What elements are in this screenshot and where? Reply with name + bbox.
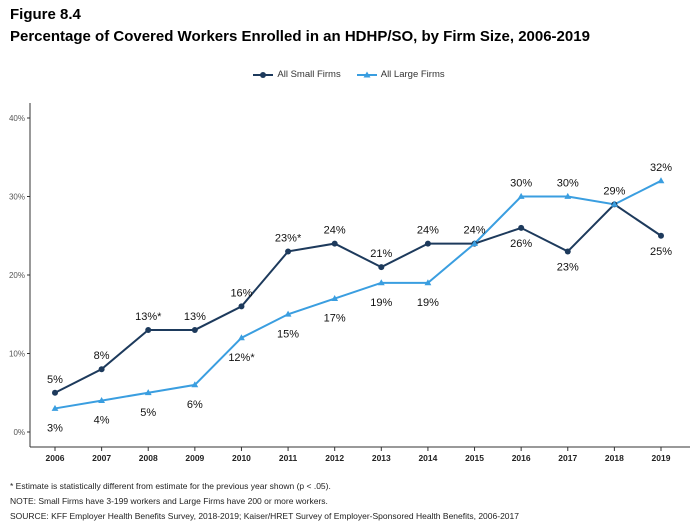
figure-label: Figure 8.4 xyxy=(10,6,81,23)
data-point-small-firms xyxy=(378,264,385,271)
data-label-large-firms: 19% xyxy=(370,297,392,309)
x-tick-label: 2013 xyxy=(372,453,391,463)
data-label-large-firms: 30% xyxy=(510,178,532,190)
data-point-large-firms xyxy=(144,389,152,396)
data-label-large-firms: 15% xyxy=(277,328,299,340)
data-label-small-firms: 8% xyxy=(94,350,110,362)
data-point-small-firms xyxy=(52,389,58,396)
data-point-large-firms xyxy=(284,310,292,317)
chart-legend: All Small Firms All Large Firms xyxy=(0,69,698,80)
data-point-large-firms xyxy=(471,240,478,246)
data-label-small-firms: 21% xyxy=(370,248,392,260)
x-tick-label: 2012 xyxy=(325,453,344,463)
x-tick-label: 2006 xyxy=(46,453,65,463)
chart-title: Percentage of Covered Workers Enrolled i… xyxy=(10,28,590,45)
legend-label-small-firms: All Small Firms xyxy=(277,69,341,80)
chart-notes: * Estimate is statistically different fr… xyxy=(10,479,519,524)
data-label-small-firms: 24% xyxy=(324,225,346,237)
x-tick-label: 2014 xyxy=(418,453,437,463)
data-label-large-firms: 17% xyxy=(324,313,346,325)
y-tick-label: 0% xyxy=(13,428,25,437)
data-point-small-firms xyxy=(98,366,105,373)
x-tick-label: 2011 xyxy=(279,453,298,463)
data-label-large-firms: 4% xyxy=(94,415,110,427)
y-tick-label: 30% xyxy=(9,193,25,202)
data-point-small-firms xyxy=(145,326,152,333)
x-tick-label: 2010 xyxy=(232,453,251,463)
data-point-large-firms xyxy=(610,200,618,207)
x-tick-label: 2019 xyxy=(652,453,671,463)
x-tick-label: 2017 xyxy=(558,453,577,463)
data-label-large-firms: 32% xyxy=(650,162,672,174)
data-label-large-firms: 5% xyxy=(140,407,156,419)
x-tick-label: 2018 xyxy=(605,453,624,463)
x-tick-label: 2009 xyxy=(185,453,204,463)
data-point-large-firms xyxy=(564,192,572,199)
data-label-small-firms: 16% xyxy=(230,287,252,299)
line-chart: 0% 10% 20% 30% 40% 2006 2007 2008 2009 2010 2011 20… xyxy=(9,103,690,463)
data-label-small-firms: 29% xyxy=(603,185,625,197)
legend-item-small-firms: All Small Firms xyxy=(253,69,341,80)
data-point-large-firms xyxy=(657,177,665,184)
data-point-small-firms xyxy=(518,224,525,231)
legend-label-large-firms: All Large Firms xyxy=(380,69,445,80)
data-label-small-firms: 26% xyxy=(510,238,532,250)
data-point-large-firms xyxy=(191,381,199,388)
data-point-large-firms xyxy=(51,404,59,411)
note-significance: * Estimate is statistically different fr… xyxy=(10,481,331,491)
x-tick-label: 2007 xyxy=(92,453,111,463)
x-tick-label: 2016 xyxy=(512,453,531,463)
data-point-large-firms xyxy=(238,334,245,341)
data-point-small-firms xyxy=(658,232,664,239)
y-tick-label: 20% xyxy=(9,271,25,280)
data-label-small-firms: 13%* xyxy=(135,311,162,323)
data-point-large-firms xyxy=(377,279,385,286)
y-tick-label: 40% xyxy=(9,114,25,123)
note-firm-size: NOTE: Small Firms have 3-199 workers and… xyxy=(10,496,328,506)
data-label-small-firms: 24% xyxy=(417,225,439,237)
y-tick-label: 10% xyxy=(9,350,25,359)
data-point-large-firms xyxy=(517,192,525,199)
data-label-small-firms: 13% xyxy=(184,311,206,323)
legend-swatch-large-firms xyxy=(356,71,377,77)
data-point-small-firms xyxy=(238,303,245,310)
data-label-small-firms: 24% xyxy=(464,225,486,237)
data-point-large-firms xyxy=(424,279,432,286)
legend-swatch-small-firms xyxy=(253,71,274,78)
data-label-small-firms: 5% xyxy=(47,374,63,386)
data-point-large-firms xyxy=(331,294,339,301)
data-label-small-firms: 23% xyxy=(557,261,579,273)
series-line-large-firms xyxy=(54,179,662,410)
series-line-small-firms xyxy=(54,203,662,394)
data-label-small-firms: 23%* xyxy=(275,232,302,244)
data-point-small-firms xyxy=(564,248,571,255)
data-point-small-firms xyxy=(331,240,338,247)
data-label-large-firms: 19% xyxy=(417,297,439,309)
data-label-large-firms: 30% xyxy=(557,178,579,190)
data-point-small-firms xyxy=(191,326,198,333)
data-label-small-firms: 25% xyxy=(650,246,672,258)
data-label-large-firms: 3% xyxy=(47,422,63,434)
legend-item-large-firms: All Large Firms xyxy=(356,69,445,80)
data-point-small-firms xyxy=(424,240,431,247)
data-point-large-firms xyxy=(98,397,106,403)
data-label-large-firms: 6% xyxy=(187,399,203,411)
data-label-large-firms: 12%* xyxy=(228,352,255,364)
x-tick-label: 2015 xyxy=(465,453,484,463)
x-tick-label: 2008 xyxy=(139,453,158,463)
note-source: SOURCE: KFF Employer Health Benefits Sur… xyxy=(10,511,519,521)
data-point-small-firms xyxy=(285,248,292,255)
